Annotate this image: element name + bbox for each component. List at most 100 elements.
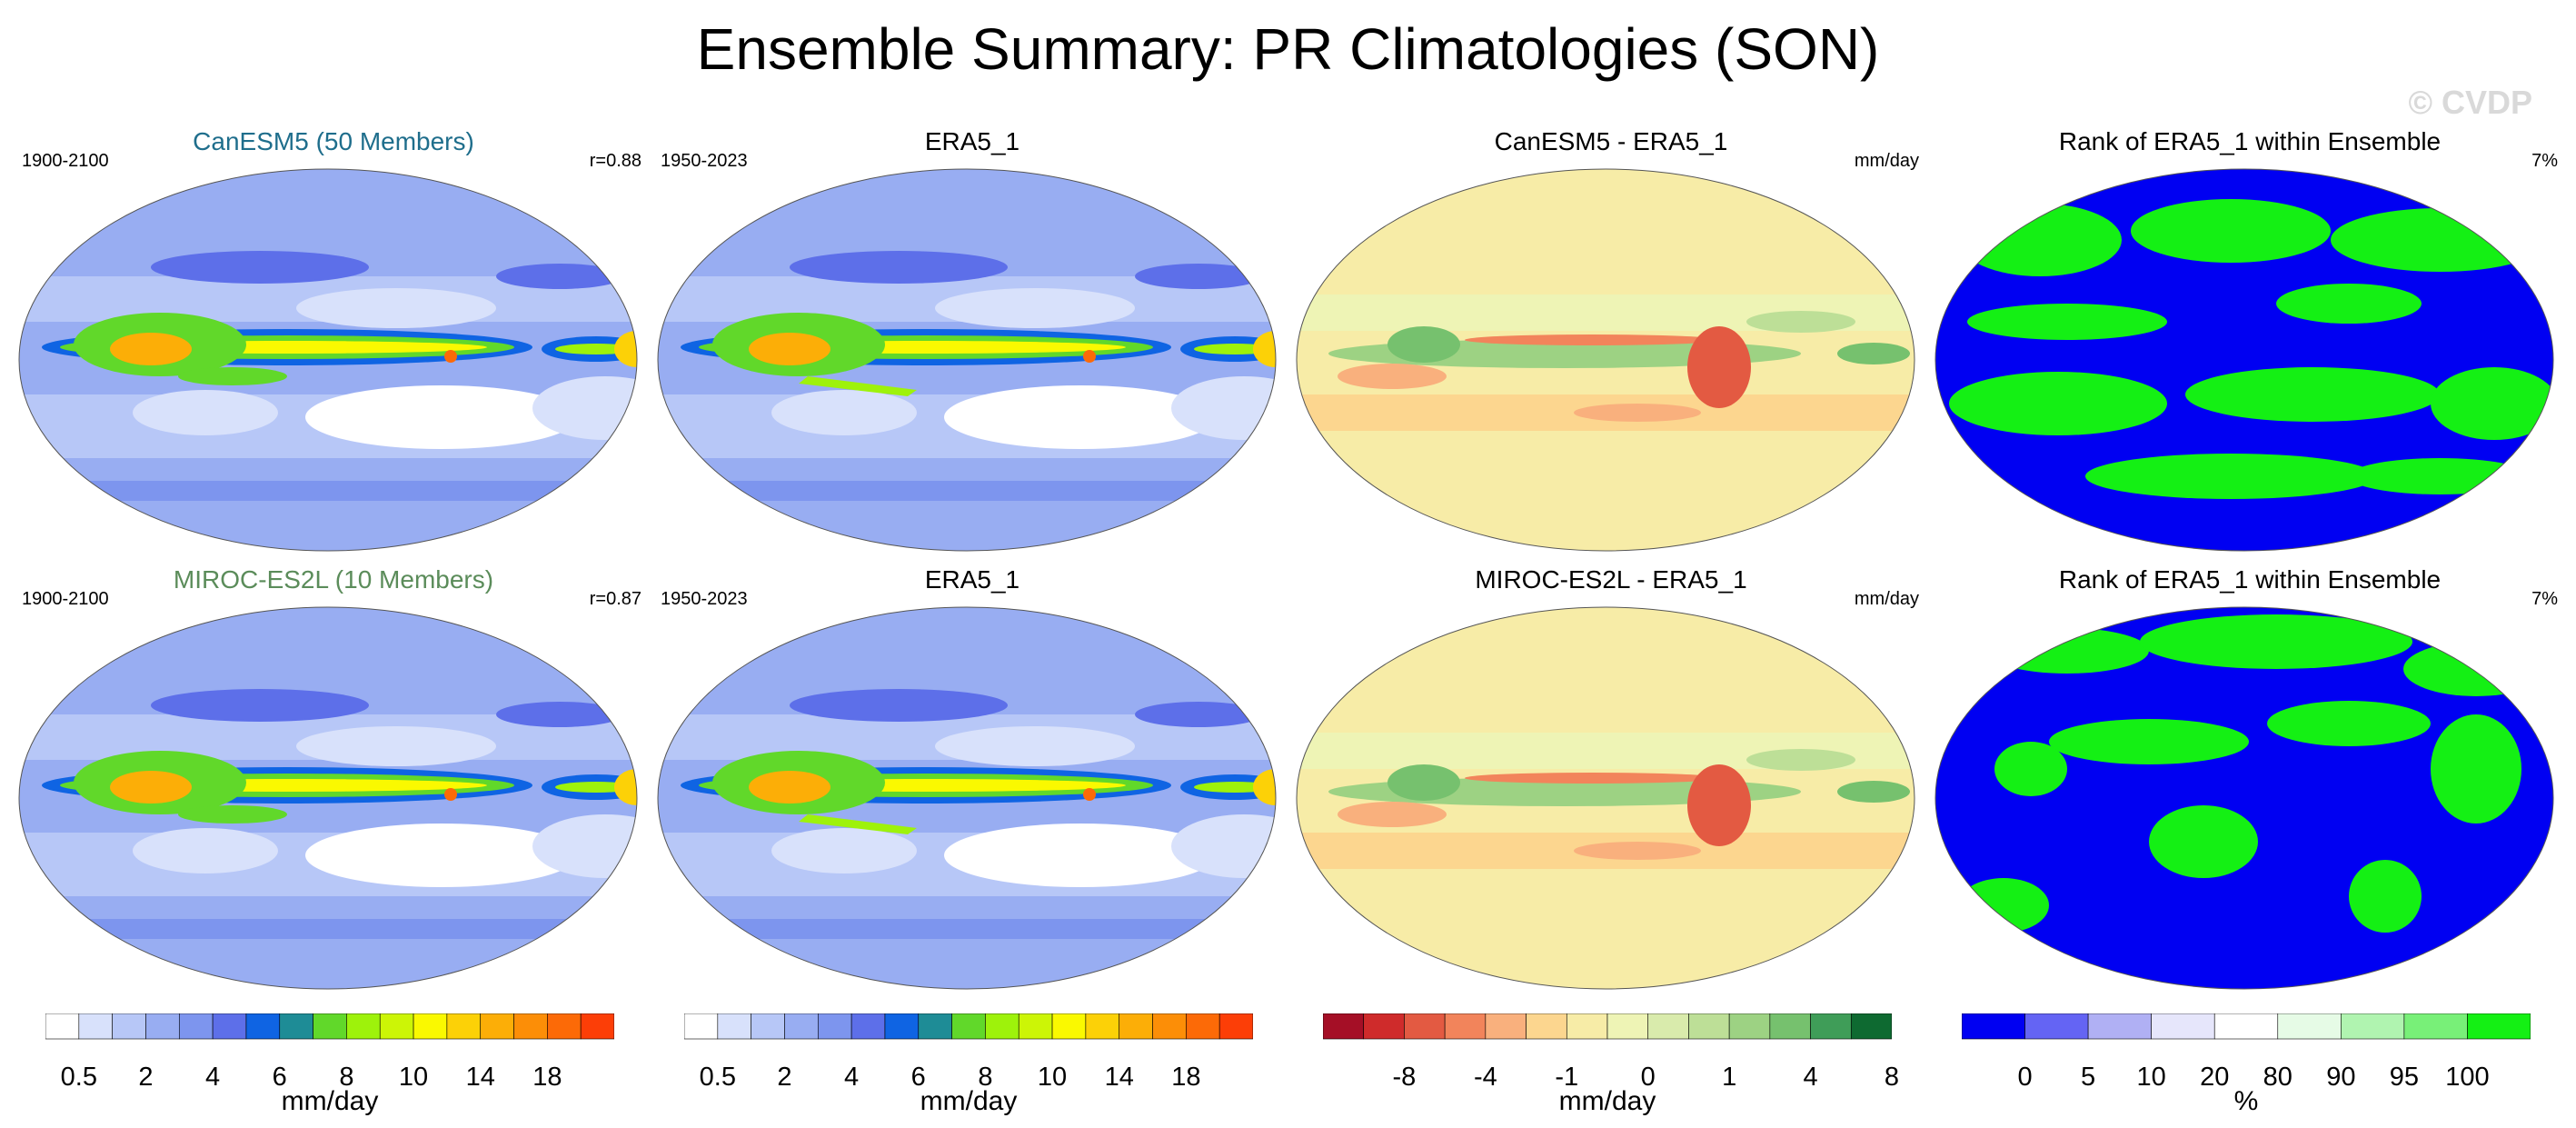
map-fill [19, 607, 637, 989]
panel-correlation: r=0.87 [589, 589, 642, 609]
colorbar-swatch [446, 1013, 482, 1040]
colorbar-swatch [78, 1013, 113, 1040]
rank-high-region [1994, 742, 2067, 796]
storm-track [658, 919, 1276, 939]
colorbar-swatch [1728, 1013, 1771, 1040]
africa-rain [614, 769, 637, 805]
colorbar-swatch [2467, 1013, 2531, 1040]
colorbar-tick-label: 100 [2445, 1063, 2490, 1092]
negative-anomaly [1465, 773, 1719, 784]
colorbar-swatch [513, 1013, 548, 1040]
colorbar-swatch [1606, 1013, 1649, 1040]
panel-era5-climatology: ERA5_1 1950-2023 [653, 125, 1291, 553]
colorbar-swatch [1085, 1013, 1120, 1040]
africa-rain [1253, 769, 1276, 805]
rank-high-region [2085, 454, 2376, 499]
map-panel [1296, 606, 1915, 990]
panel-canesm5-difference: CanESM5 - ERA5_1 mm/day [1292, 125, 1930, 553]
colorbar-swatch [1218, 1013, 1253, 1040]
panel-canesm5-climatology: CanESM5 (50 Members) 1900-2100 r=0.88 [15, 125, 652, 553]
colorbar-swatch [1962, 1013, 2025, 1040]
colorbar-units: mm/day [920, 1086, 1018, 1116]
storm-track [19, 919, 637, 939]
colorbar-units: % [2233, 1086, 2259, 1116]
colorbar-swatch [2213, 1013, 2279, 1040]
map-fill [1935, 169, 2553, 551]
map-panel [657, 168, 1277, 552]
colorbar-precip-model: mm/day 0.5 2 4 6 8 10 14 18 [45, 1013, 614, 1116]
colorbar-swatch [1444, 1013, 1487, 1040]
colorbar-tick-label: 0.5 [60, 1063, 97, 1092]
panama-maximum [1083, 788, 1096, 801]
colorbar-swatch [1647, 1013, 1689, 1040]
map-panel [1934, 606, 2554, 990]
negative-anomaly [1687, 326, 1751, 408]
storm-track [19, 481, 637, 501]
colorbar-swatch [2087, 1013, 2152, 1040]
rank-high-region [2049, 719, 2249, 764]
dry-zone [305, 824, 578, 887]
rank-high-region [2276, 284, 2422, 324]
panel-percent: 7% [2531, 589, 2558, 609]
colorbar-tick-label: 2 [138, 1063, 154, 1092]
rank-high-region [1949, 372, 2167, 435]
warm-pool-core [749, 771, 830, 804]
positive-anomaly [1837, 343, 1910, 364]
dry-zone [296, 726, 496, 766]
colorbar-tick-label: 10 [1037, 1063, 1068, 1092]
panel-canesm5-rank: Rank of ERA5_1 within Ensemble 7% [1931, 125, 2569, 553]
colorbar-swatch [951, 1013, 986, 1040]
rank-high-region [1967, 304, 2167, 340]
positive-anomaly [1387, 764, 1460, 801]
storm-track [790, 689, 1008, 722]
dry-zone [532, 814, 637, 878]
colorbar-tick-label: 20 [2200, 1063, 2230, 1092]
panel-correlation: r=0.88 [589, 151, 642, 171]
colorbar-swatch [2341, 1013, 2405, 1040]
colorbar-tick-label: 4 [844, 1063, 860, 1092]
storm-track [496, 264, 623, 289]
dry-zone [935, 726, 1135, 766]
colorbar-tick-label: 6 [910, 1063, 926, 1092]
colorbar-tick-label: 5 [2081, 1063, 2096, 1092]
negative-anomaly [1574, 404, 1701, 422]
colorbar-swatch [918, 1013, 952, 1040]
colorbar-swatches [45, 1013, 614, 1040]
colorbar-swatches [684, 1013, 1253, 1040]
panama-maximum [444, 350, 457, 363]
colorbar-swatch [850, 1013, 886, 1040]
rank-high-region [2149, 805, 2258, 878]
map-panel [1934, 168, 2554, 552]
colorbar-swatch [413, 1013, 448, 1040]
spcz [799, 376, 917, 396]
negative-anomaly [1465, 334, 1719, 345]
map-border [657, 168, 1277, 552]
colorbar-tick-label: 18 [532, 1063, 562, 1092]
map-fill [658, 169, 1276, 551]
positive-anomaly [1746, 749, 1855, 771]
colorbar-tick-label: 2 [777, 1063, 792, 1092]
rank-high-region [2331, 208, 2549, 272]
panel-miroc-rank: Rank of ERA5_1 within Ensemble 7% [1931, 564, 2569, 991]
dry-zone [1171, 814, 1276, 878]
map-border [1934, 606, 2554, 990]
colorbar-tick-label: 14 [465, 1063, 495, 1092]
colorbar-swatch [884, 1013, 920, 1040]
panel-period: 1900-2100 [22, 589, 109, 609]
map-border [657, 606, 1277, 990]
colorbar-swatch [2277, 1013, 2342, 1040]
colorbar-swatch [547, 1013, 582, 1040]
storm-track [658, 481, 1276, 501]
colorbar-swatch [1769, 1013, 1811, 1040]
negative-anomaly [1338, 802, 1447, 827]
colorbar-swatch [817, 1013, 852, 1040]
colorbar-tick-label: 1 [1722, 1063, 1737, 1092]
map-panel [18, 606, 638, 990]
dry-zone [944, 824, 1217, 887]
colorbar-swatch [2024, 1013, 2089, 1040]
colorbar-swatch [1566, 1013, 1608, 1040]
positive-anomaly [1746, 311, 1855, 333]
panel-title: Rank of ERA5_1 within Ensemble [2058, 565, 2442, 594]
colorbar-tick-label: 18 [1171, 1063, 1201, 1092]
panama-maximum [1083, 350, 1096, 363]
